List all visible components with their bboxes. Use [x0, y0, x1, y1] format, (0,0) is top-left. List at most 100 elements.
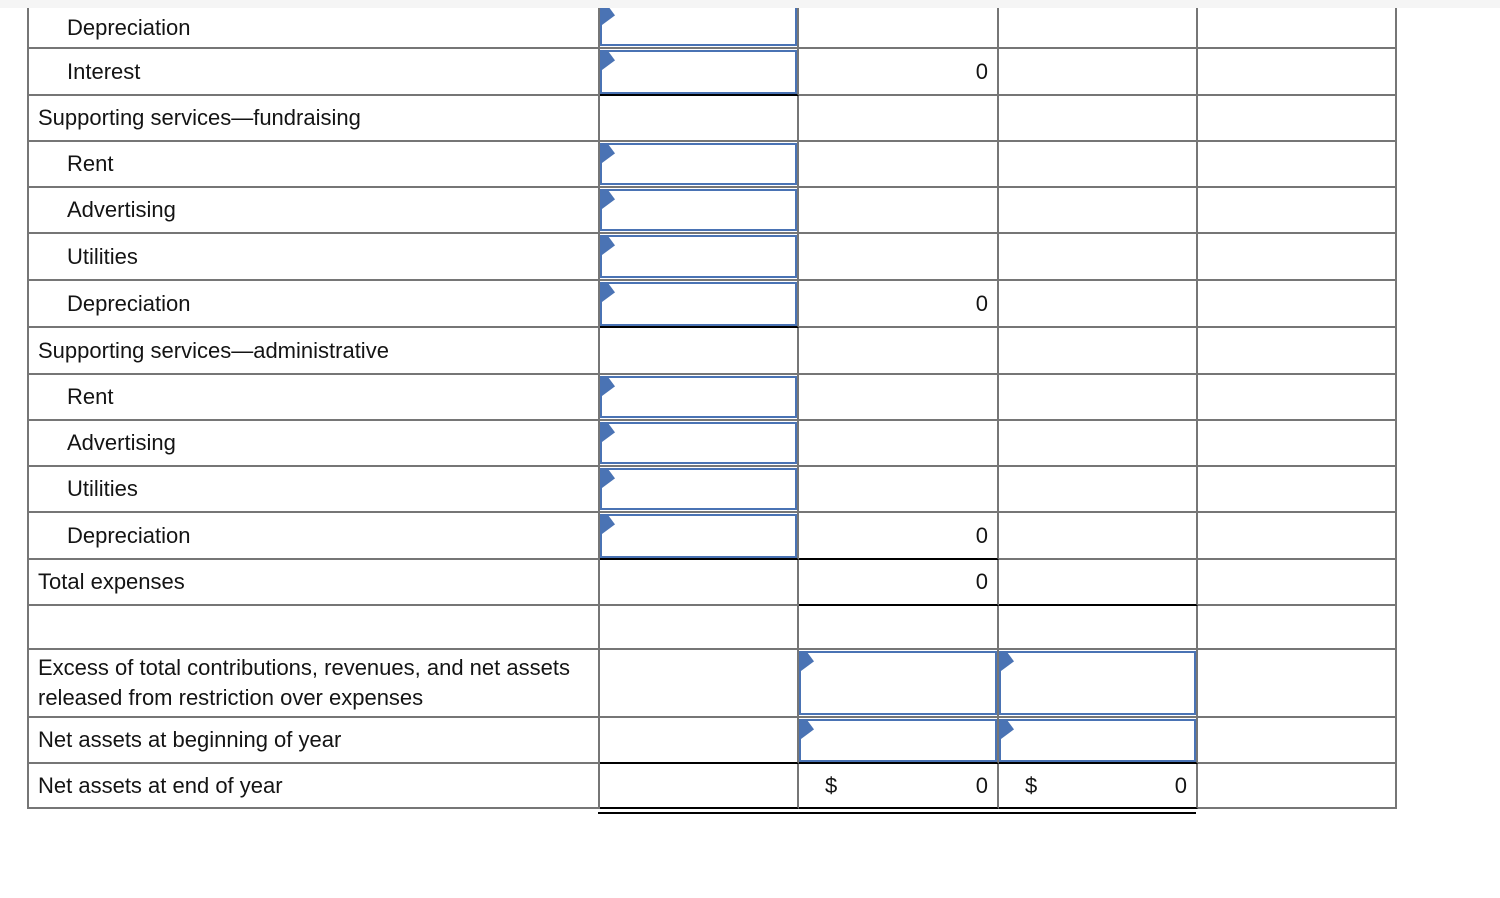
empty-cell [1198, 8, 1397, 49]
input-flag-icon [602, 470, 615, 488]
empty-cell [1198, 281, 1397, 328]
amount-input-cell [799, 718, 999, 764]
row-label: Excess of total contributions, revenues,… [38, 655, 570, 710]
row-label: Net assets at beginning of year [29, 718, 600, 764]
amount-input[interactable] [799, 719, 997, 762]
total-amount-cell: $ 0 [999, 764, 1198, 809]
amount-input-cell [600, 234, 799, 281]
amount-input-cell [600, 5, 799, 49]
row-label: Rent [29, 142, 600, 188]
page-top-edge [0, 0, 1500, 8]
empty-cell [799, 188, 999, 234]
empty-cell [600, 560, 799, 606]
input-flag-icon [1001, 653, 1014, 671]
amount-input[interactable] [600, 468, 797, 510]
input-flag-icon [602, 237, 615, 255]
empty-cell [1198, 421, 1397, 467]
empty-cell [799, 234, 999, 281]
statement-of-activities-table: Depreciation Interest 0 Supporting servi… [27, 5, 1397, 809]
amount-value: 0 [975, 772, 988, 798]
empty-cell [999, 234, 1198, 281]
amount-input-cell [600, 49, 799, 96]
amount-input-cell [600, 375, 799, 421]
empty-cell [600, 718, 799, 764]
input-flag-icon [602, 424, 615, 442]
row-label: Rent [29, 375, 600, 421]
row-label: Supporting services—fundraising [29, 96, 600, 142]
row-label: Interest [29, 49, 600, 96]
amount-input[interactable] [600, 235, 797, 278]
empty-cell [1198, 718, 1397, 764]
empty-cell [999, 281, 1198, 328]
empty-cell [999, 49, 1198, 96]
amount-input[interactable] [600, 189, 797, 231]
empty-cell [600, 606, 799, 650]
amount-input[interactable] [600, 143, 797, 185]
amount-input[interactable] [999, 651, 1196, 715]
empty-cell [999, 328, 1198, 375]
empty-cell [1198, 234, 1397, 281]
empty-cell [999, 467, 1198, 513]
amount-input[interactable] [600, 422, 797, 464]
empty-cell [999, 96, 1198, 142]
row-label: Supporting services—administrative [29, 328, 600, 375]
amount-value: 0 [1174, 772, 1187, 798]
empty-cell [1198, 764, 1397, 809]
empty-cell [600, 328, 799, 375]
amount-input-cell [999, 718, 1198, 764]
amount-input[interactable] [600, 376, 797, 418]
empty-cell [600, 96, 799, 142]
empty-cell [1198, 188, 1397, 234]
currency-symbol: $ [825, 772, 838, 798]
empty-cell [799, 375, 999, 421]
amount-input[interactable] [600, 282, 797, 326]
empty-cell [1198, 467, 1397, 513]
empty-cell [999, 375, 1198, 421]
input-flag-icon [602, 145, 615, 163]
input-flag-icon [602, 284, 615, 302]
empty-cell [999, 8, 1198, 49]
input-flag-icon [1001, 721, 1014, 739]
amount-input-cell [600, 467, 799, 513]
empty-cell [999, 560, 1198, 606]
double-underline-rule [598, 812, 1196, 814]
empty-cell [799, 606, 999, 650]
amount-input[interactable] [999, 719, 1196, 762]
empty-cell [1198, 513, 1397, 560]
empty-cell [799, 142, 999, 188]
currency-symbol: $ [1025, 772, 1038, 798]
amount-input[interactable] [600, 5, 797, 46]
amount-input[interactable] [799, 651, 997, 715]
row-label: Utilities [29, 234, 600, 281]
computed-amount: 0 [799, 513, 999, 560]
empty-cell [799, 328, 999, 375]
empty-cell [999, 188, 1198, 234]
amount-input-cell [799, 650, 999, 718]
amount-input[interactable] [600, 50, 797, 94]
input-flag-icon [801, 721, 814, 739]
computed-amount: 0 [799, 281, 999, 328]
computed-amount: 0 [799, 560, 999, 606]
input-flag-icon [602, 191, 615, 209]
amount-input[interactable] [600, 514, 797, 558]
row-label: Utilities [29, 467, 600, 513]
empty-cell [799, 467, 999, 513]
input-flag-icon [602, 7, 615, 25]
amount-input-cell [600, 513, 799, 560]
empty-cell [999, 513, 1198, 560]
row-label: Depreciation [29, 281, 600, 328]
row-label: Depreciation [29, 8, 600, 49]
amount-input-cell [999, 650, 1198, 718]
empty-cell [600, 650, 799, 718]
total-amount-cell: $ 0 [799, 764, 999, 809]
empty-cell [29, 606, 600, 650]
empty-cell [1198, 328, 1397, 375]
empty-cell [799, 421, 999, 467]
empty-cell [999, 142, 1198, 188]
row-label: Net assets at end of year [29, 764, 600, 809]
empty-cell [1198, 142, 1397, 188]
amount-input-cell [600, 188, 799, 234]
row-label-cell: Excess of total contributions, revenues,… [29, 650, 600, 718]
empty-cell [799, 96, 999, 142]
amount-input-cell [600, 281, 799, 328]
